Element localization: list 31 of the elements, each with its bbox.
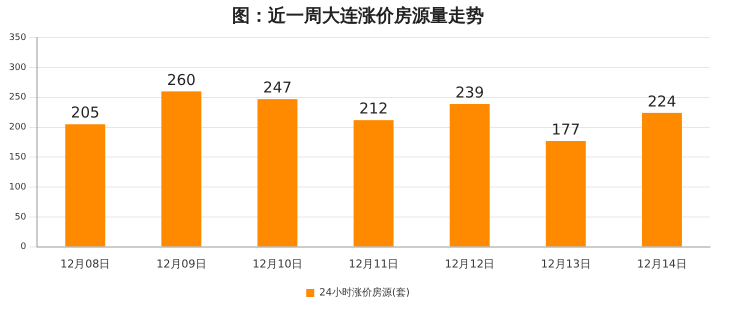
data-label: 177 — [552, 120, 580, 138]
bar — [65, 124, 106, 246]
x-tick-label: 12月08日 — [60, 257, 110, 270]
x-tick-label: 12月09日 — [156, 257, 206, 270]
data-label: 239 — [455, 83, 484, 102]
data-label: 260 — [167, 70, 196, 89]
chart-title: 图：近一周大连涨价房源量走势 — [232, 5, 484, 26]
y-tick-label: 100 — [8, 182, 26, 192]
bar — [546, 141, 586, 246]
x-tick-label: 12月14日 — [636, 257, 687, 270]
y-tick-label: 300 — [8, 62, 26, 73]
x-tick-label: 12月10日 — [252, 257, 302, 270]
y-tick-label: 0 — [20, 242, 26, 252]
bar — [257, 99, 298, 246]
y-tick-label: 150 — [8, 152, 26, 162]
data-label: 224 — [648, 92, 676, 110]
legend-label: 24小时涨价房源(套) — [319, 286, 410, 299]
y-tick-label: 50 — [14, 212, 26, 222]
y-tick-label: 200 — [8, 122, 26, 133]
x-tick-label: 12月13日 — [540, 257, 591, 270]
bar — [642, 112, 682, 246]
data-label: 247 — [263, 78, 292, 97]
bar — [450, 104, 490, 246]
y-tick-label: 250 — [8, 92, 26, 103]
x-tick-label: 12月11日 — [348, 257, 399, 270]
bar — [354, 120, 394, 246]
data-label: 205 — [70, 104, 100, 122]
data-label: 212 — [359, 99, 388, 118]
y-tick-label: 350 — [8, 32, 26, 43]
bar — [161, 91, 202, 246]
x-tick-label: 12月12日 — [444, 257, 495, 270]
